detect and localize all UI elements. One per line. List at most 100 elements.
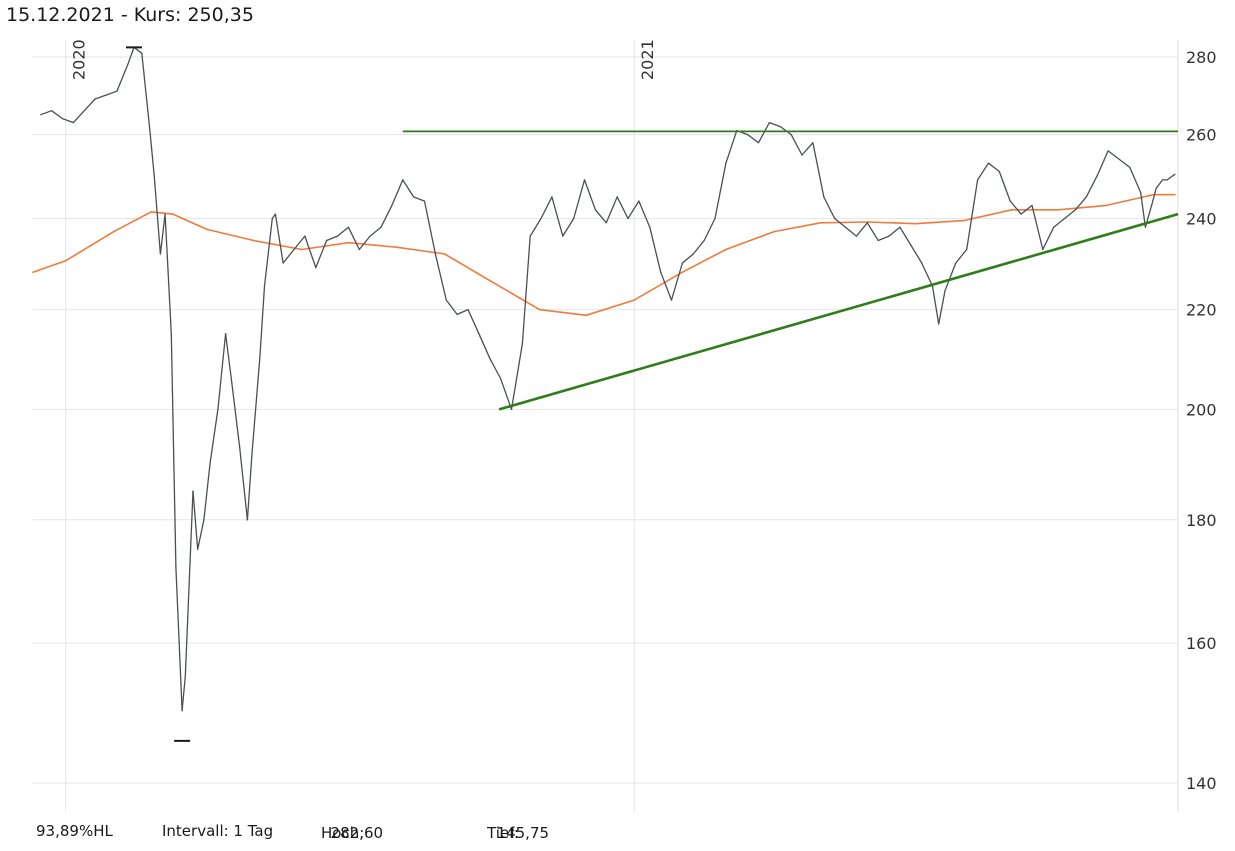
grid — [33, 40, 1178, 812]
price-segment-31 — [263, 217, 273, 287]
average-segment-5 — [172, 213, 208, 231]
price-segment-4 — [72, 110, 85, 124]
price-segment-89 — [877, 235, 890, 242]
price-segment-82 — [801, 142, 814, 156]
price-segment-25 — [224, 333, 233, 385]
price-segment-8 — [116, 63, 129, 92]
price-segment-44 — [391, 179, 404, 207]
average-segment-1 — [32, 259, 67, 274]
price-segment-62 — [583, 179, 597, 211]
price-segment-96 — [944, 262, 957, 292]
price-segment-73 — [703, 217, 716, 242]
moving-average-layer — [32, 193, 1176, 317]
price-segment-21 — [197, 519, 205, 550]
price-segment-104 — [1031, 204, 1044, 251]
average-segment-10 — [395, 246, 446, 255]
price-segment-28 — [246, 451, 253, 521]
price-segment-57 — [529, 217, 542, 237]
y-tick-label-260: 260 — [1186, 126, 1217, 145]
price-segment-65 — [616, 196, 629, 220]
price-segment-119 — [1166, 173, 1176, 181]
trendline-layer — [402, 130, 1179, 411]
y-tick-label-160: 160 — [1186, 634, 1217, 653]
price-segment-26 — [231, 382, 241, 448]
price-segment-84 — [823, 196, 836, 220]
y-tick-label-140: 140 — [1186, 774, 1217, 793]
price-segment-6 — [94, 94, 107, 100]
price-segment-103 — [1020, 204, 1033, 215]
year-labels: 2020 2021 — [70, 39, 658, 80]
price-segment-91 — [899, 226, 912, 246]
header-kurs-label: Kurs: — [133, 4, 182, 26]
average-segment-6 — [206, 228, 255, 242]
price-segment-94 — [931, 285, 940, 325]
price-segment-111 — [1107, 150, 1120, 160]
price-segment-78 — [757, 121, 771, 144]
price-segment-38 — [325, 235, 339, 242]
year-label-2021: 2021 — [638, 39, 657, 80]
price-segment-71 — [681, 253, 694, 264]
price-segment-86 — [844, 226, 858, 237]
price-segment-81 — [790, 133, 803, 156]
price-segment-116 — [1150, 187, 1157, 207]
price-segment-109 — [1085, 175, 1098, 198]
price-segment-102 — [1009, 200, 1022, 215]
trendline-2 — [498, 212, 1179, 411]
price-segment-41 — [358, 235, 371, 251]
price-segment-74 — [714, 162, 727, 220]
price-segment-12 — [148, 125, 155, 177]
price-segment-33 — [274, 213, 284, 264]
price-segment-27 — [238, 446, 249, 521]
average-segment-13 — [538, 308, 587, 317]
marker-layer — [125, 46, 191, 742]
header-kurs-value: 250,35 — [187, 4, 254, 26]
price-segment-85 — [834, 217, 847, 228]
y-tick-label-280: 280 — [1186, 48, 1217, 67]
price-segment-45 — [402, 179, 415, 198]
price-segment-112 — [1118, 158, 1131, 169]
average-segment-16 — [681, 248, 727, 274]
average-segment-4 — [150, 211, 174, 215]
price-segment-83 — [812, 142, 825, 198]
price-segment-56 — [521, 235, 531, 345]
price-segment-63 — [594, 209, 607, 224]
price-segment-13 — [153, 175, 162, 255]
price-segment-49 — [445, 299, 458, 316]
price-segment-90 — [888, 226, 901, 237]
price-segment-106 — [1053, 217, 1066, 228]
chart-header: 15.12.2021 - Kurs: 250,35 — [6, 4, 254, 26]
price-segment-48 — [434, 253, 447, 301]
price-segment-66 — [627, 200, 640, 220]
price-segment-35 — [293, 235, 306, 251]
price-segment-95 — [938, 290, 946, 325]
price-segment-69 — [660, 271, 673, 301]
price-segment-70 — [670, 262, 684, 301]
price-segment-36 — [304, 235, 317, 269]
price-segment-23 — [209, 408, 219, 464]
y-tick-label-240: 240 — [1186, 209, 1217, 228]
price-segment-52 — [478, 333, 491, 359]
price-segment-110 — [1096, 150, 1109, 177]
price-segment-46 — [412, 196, 426, 202]
price-segment-107 — [1063, 209, 1077, 220]
header-separator: - — [114, 4, 134, 26]
price-segment-7 — [105, 90, 118, 96]
average-segment-2 — [64, 230, 115, 262]
average-segment-19 — [819, 221, 870, 224]
price-segment-117 — [1155, 179, 1164, 189]
price-segment-72 — [692, 239, 705, 255]
price-segment-51 — [467, 308, 480, 335]
footer-low-value: 145,75 — [496, 824, 550, 842]
price-segment-20 — [192, 490, 199, 550]
price-segment-88 — [866, 222, 879, 242]
y-tick-label-200: 200 — [1186, 400, 1217, 419]
price-segment-53 — [489, 357, 502, 380]
price-segment-54 — [499, 377, 513, 411]
price-segment-99 — [976, 162, 990, 181]
price-segment-113 — [1129, 166, 1142, 194]
price-segment-114 — [1140, 191, 1147, 228]
price-segment-19 — [184, 490, 194, 678]
price-segment-58 — [540, 196, 553, 220]
y-tick-label-220: 220 — [1186, 301, 1217, 320]
average-segment-18 — [773, 222, 822, 233]
